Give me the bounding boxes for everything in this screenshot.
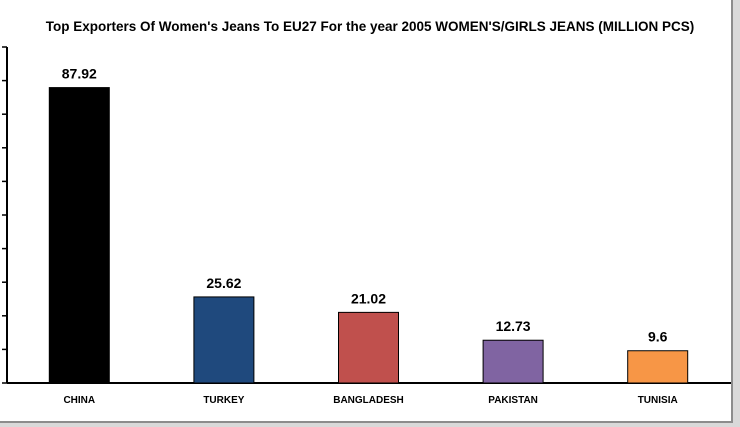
right-border [731,0,733,427]
category-labels: CHINA TURKEY BANGLADESH PAKISTAN TUNISIA [63,395,677,406]
bar-tunisia [627,350,689,384]
category-label-china: CHINA [63,395,95,406]
bar-bangladesh [338,311,399,384]
value-label-china: 87.92 [62,66,97,82]
chart-title: Top Exporters Of Women's Jeans To EU27 F… [45,19,695,34]
category-label-bangladesh: BANGLADESH [333,395,404,406]
bar-china [48,87,110,384]
bottom-border [0,421,733,423]
category-label-turkey: TURKEY [203,395,244,406]
value-label-turkey: 25.62 [206,275,241,291]
value-label-tunisia: 9.6 [648,329,668,345]
bar-turkey [193,296,255,384]
value-label-pakistan: 12.73 [496,318,531,334]
bar-pakistan [482,339,544,384]
category-label-tunisia: TUNISIA [638,395,678,406]
value-labels: 87.92 25.62 21.02 12.73 9.6 [62,66,668,345]
bottom-border-shadow [0,423,740,427]
bars [48,87,689,384]
category-label-pakistan: PAKISTAN [488,395,538,406]
right-border-shadow [733,0,740,427]
value-label-bangladesh: 21.02 [351,290,386,306]
